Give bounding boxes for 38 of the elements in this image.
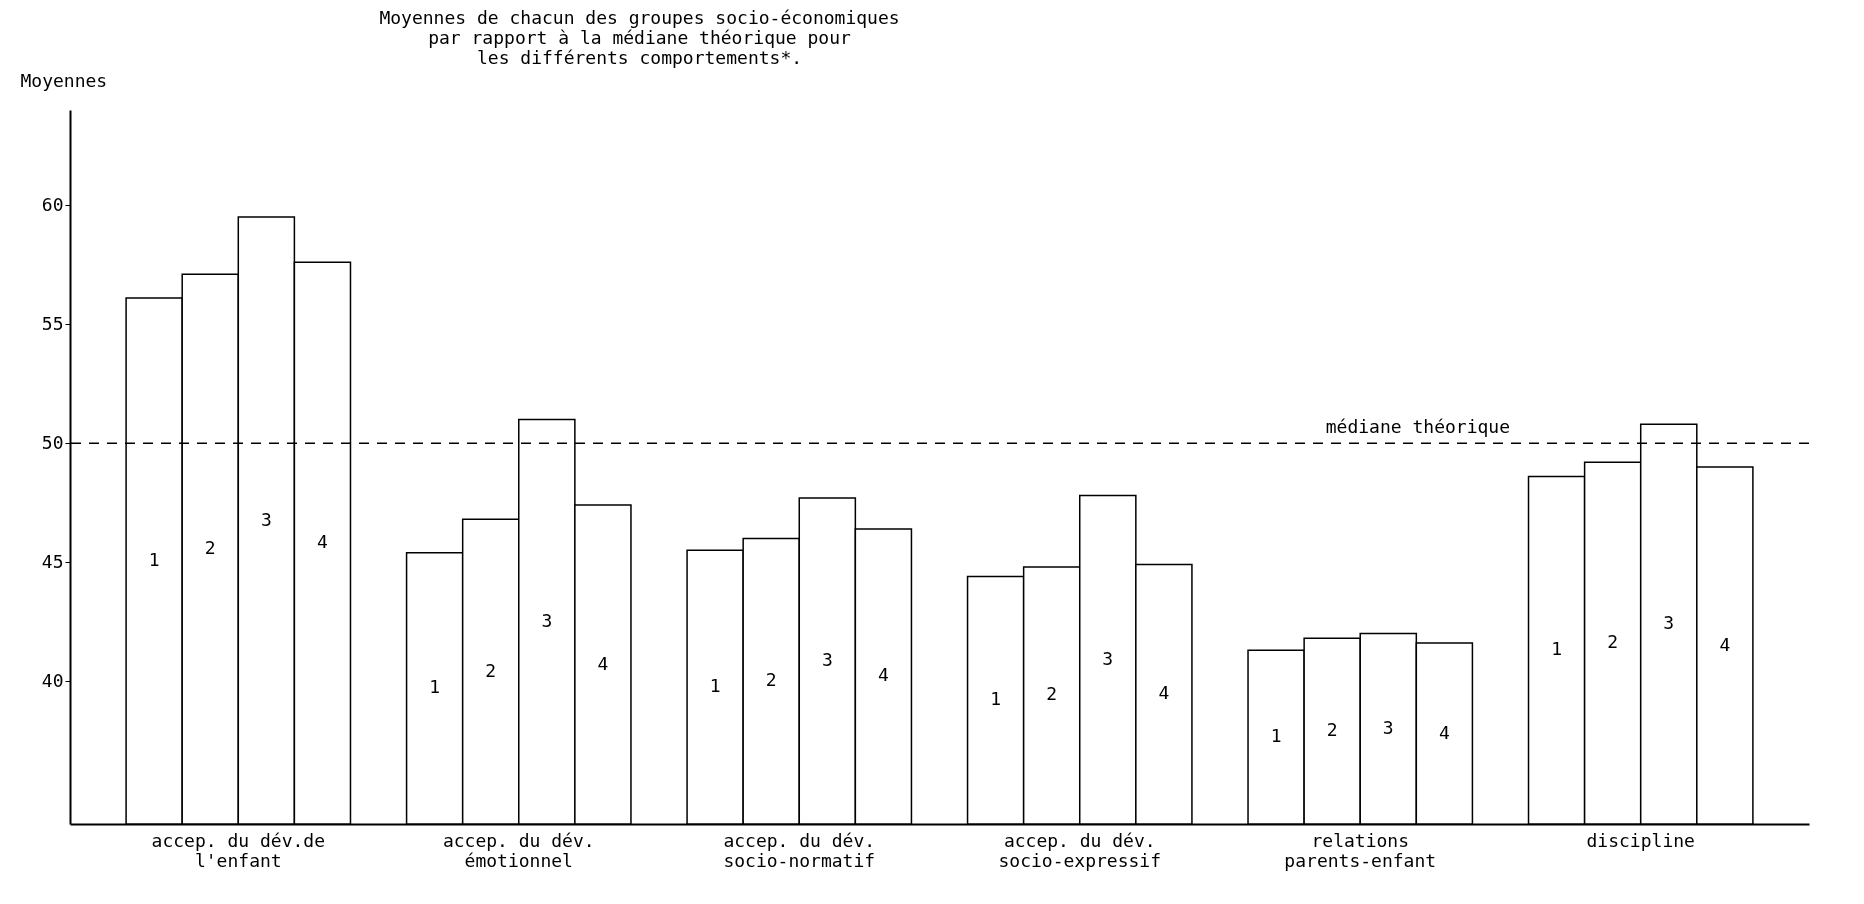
text: 3	[541, 609, 553, 631]
y-tick-label: 50	[41, 431, 64, 453]
series-label: 4	[317, 531, 328, 553]
text: 4	[1719, 633, 1731, 655]
text: 2	[204, 537, 216, 559]
series-label: 2	[485, 659, 497, 681]
text: 1	[709, 675, 721, 697]
text: 1	[148, 549, 160, 571]
x-tick-label: discipline	[1586, 829, 1695, 851]
y-tick-label: 55	[41, 312, 64, 334]
series-label: 3	[1382, 716, 1394, 738]
text: 2	[1046, 683, 1058, 705]
text: 1	[1270, 725, 1282, 747]
x-tick-label: accep. du dév. socio-expressif	[998, 829, 1162, 871]
x-tick-label: accep. du dév.de l'enfant	[151, 829, 325, 871]
x-tick-label: accep. du dév. émotionnel	[442, 829, 595, 871]
text: 3	[1663, 612, 1675, 634]
text: 2	[1326, 719, 1338, 741]
text: 4	[877, 664, 889, 686]
y-tick-label: 45	[41, 550, 64, 572]
text: 3	[1102, 647, 1114, 669]
series-label: 1	[1551, 638, 1562, 660]
text: 3	[260, 508, 272, 530]
y-tick-label: 60	[41, 193, 64, 215]
text: 4	[597, 652, 609, 674]
text: 1	[990, 688, 1002, 710]
text: 1	[429, 676, 441, 698]
text: 2	[1607, 631, 1619, 653]
ref-line-label: médiane théorique	[1325, 416, 1510, 438]
text: 4	[1438, 721, 1450, 743]
x-tick-label: accep. du dév. socio-normatif	[723, 829, 876, 871]
chart-title: Moyennes de chacun des groupes socio-économiques par rapport à la médiane théorique pour les différents comportements*.	[379, 7, 900, 68]
x-tick-label: relations parents-enfant	[1284, 829, 1437, 871]
text: 4	[1158, 682, 1170, 704]
text: 2	[765, 669, 777, 691]
y-axis-title: Moyennes	[20, 69, 108, 91]
y-tick-label: 40	[41, 669, 64, 691]
text: 3	[821, 648, 833, 670]
